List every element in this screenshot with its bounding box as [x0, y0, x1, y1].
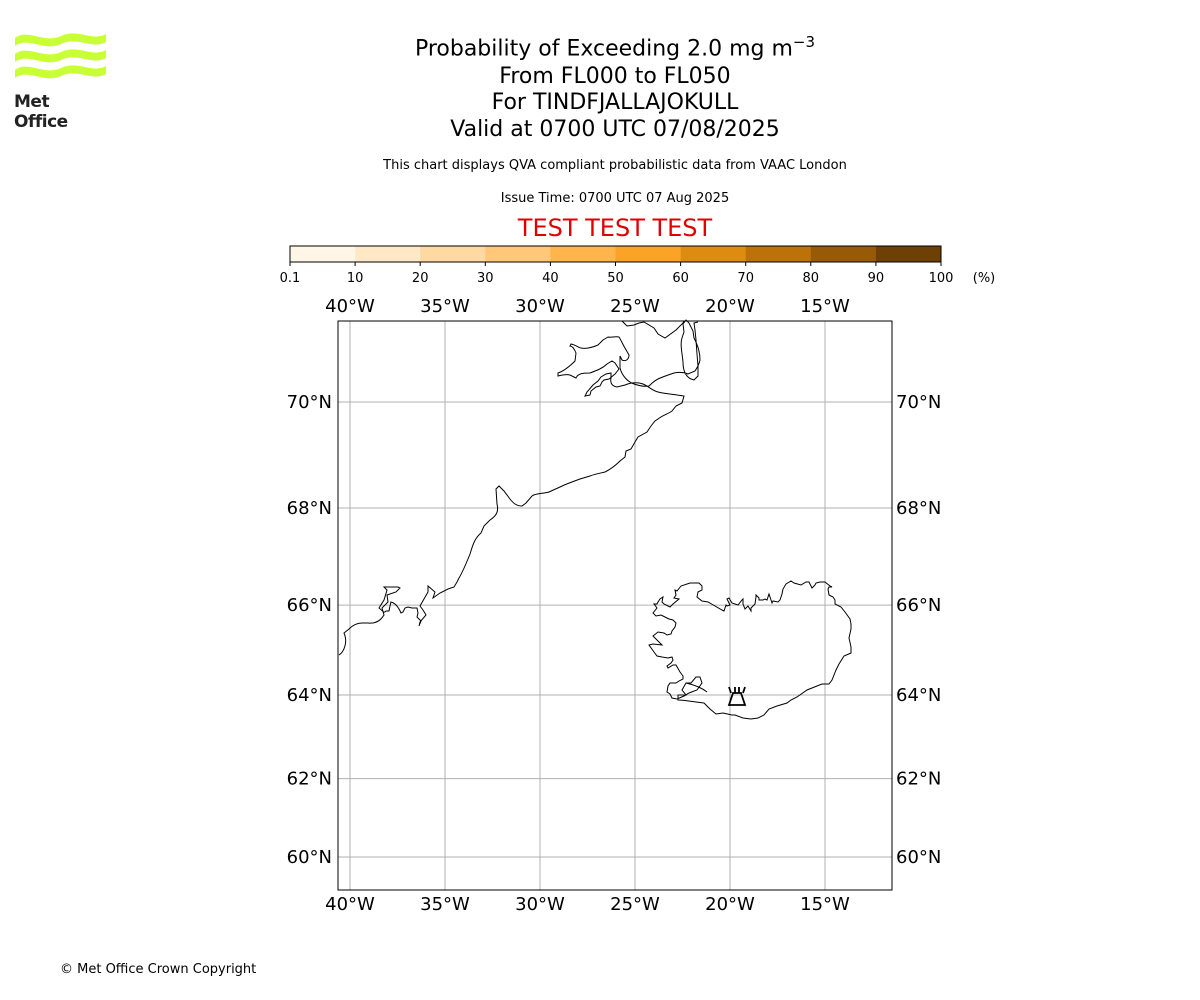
colorbar-tick-label: 10	[347, 271, 364, 286]
issue-time: Issue Time: 0700 UTC 07 Aug 2025	[500, 191, 730, 206]
colorbar-swatch	[420, 246, 486, 262]
lon-label-top: 30°W	[515, 296, 565, 317]
valid-time: Valid at 0700 UTC 07/08/2025	[450, 117, 780, 142]
lat-label-left: 62°N	[287, 769, 332, 790]
colorbar-boxes	[290, 246, 942, 262]
lat-label-right: 62°N	[896, 769, 941, 790]
lat-label-left: 60°N	[287, 847, 332, 868]
test-banner: TEST TEST TEST	[517, 214, 713, 242]
colorbar-tick-label: 50	[607, 271, 624, 286]
lat-label-left: 64°N	[287, 685, 332, 706]
lon-label-bottom: 30°W	[515, 894, 565, 915]
map: 40°W 40°W 35°W 35°W 30°W 30°W 25°W 25°W 20°W 20°W…	[287, 296, 942, 915]
lon-label-top: 25°W	[610, 296, 660, 317]
colorbar-swatch	[875, 246, 942, 262]
greenland-coastline	[338, 319, 701, 656]
colorbar-swatch	[810, 246, 877, 262]
iceland-west-fjord	[685, 682, 708, 693]
colorbar-ticks: 0.1 10 20 30 40 50 60 70 80 90 100	[280, 262, 954, 286]
lon-label-top: 35°W	[420, 296, 470, 317]
colorbar-swatch	[485, 246, 551, 262]
colorbar-tick-label: 20	[412, 271, 429, 286]
lon-label-top: 20°W	[705, 296, 755, 317]
colorbar-tick-label: 0.1	[280, 271, 301, 286]
chart-description: This chart displays QVA compliant probab…	[383, 158, 847, 173]
met-office-logo: Met Office	[14, 30, 108, 132]
copyright-text: © Met Office Crown Copyright	[60, 962, 257, 977]
volcano-name: For TINDFJALLAJOKULL	[491, 90, 739, 115]
logo-text: Met Office	[14, 92, 68, 132]
graticule	[338, 321, 892, 890]
title-superscript: −3	[792, 33, 816, 51]
colorbar-tick-label: 80	[803, 271, 820, 286]
iceland-coastline	[648, 580, 852, 720]
lon-label-bottom: 20°W	[705, 894, 755, 915]
volcano-icon	[727, 686, 747, 706]
lat-label-left: 66°N	[287, 595, 332, 616]
lon-label-top: 15°W	[800, 296, 850, 317]
greenland-north-coast	[621, 320, 685, 339]
lon-label-bottom: 35°W	[420, 894, 470, 915]
lon-label-top: 40°W	[325, 296, 375, 317]
colorbar-tick-label: 100	[929, 271, 954, 286]
lat-label-left: 70°N	[287, 392, 332, 413]
level-range: From FL000 to FL050	[499, 64, 731, 89]
colorbar: 0.1 10 20 30 40 50 60 70 80 90 100 (%)	[280, 245, 996, 286]
axis-labels: 40°W 40°W 35°W 35°W 30°W 30°W 25°W 25°W 20°W 20°W…	[287, 296, 942, 915]
volcano-marker	[727, 686, 747, 706]
met-office-waves-icon	[15, 33, 106, 79]
colorbar-swatch	[355, 246, 421, 262]
colorbar-tick-label: 60	[672, 271, 689, 286]
colorbar-tick-label: 90	[868, 271, 885, 286]
colorbar-tick-label: 70	[737, 271, 754, 286]
lon-label-bottom: 40°W	[325, 894, 375, 915]
lon-label-bottom: 15°W	[800, 894, 850, 915]
map-frame	[337, 320, 893, 891]
colorbar-tick-label: 40	[542, 271, 559, 286]
lat-label-right: 70°N	[896, 392, 941, 413]
colorbar-tick-label: 30	[477, 271, 494, 286]
colorbar-swatch	[550, 246, 616, 262]
lat-label-right: 64°N	[896, 685, 941, 706]
lat-label-right: 60°N	[896, 847, 941, 868]
lat-label-right: 66°N	[896, 595, 941, 616]
coastlines	[338, 319, 852, 720]
title-text: Probability of Exceeding 2.0 mg m	[414, 36, 793, 62]
colorbar-swatch	[680, 246, 747, 262]
lat-label-right: 68°N	[896, 498, 941, 519]
lon-label-bottom: 25°W	[610, 894, 660, 915]
colorbar-swatch	[745, 246, 812, 262]
chart-title: Probability of Exceeding 2.0 mg m−3	[0, 29, 1200, 62]
colorbar-swatch	[615, 246, 682, 262]
colorbar-unit: (%)	[973, 271, 996, 286]
lat-label-left: 68°N	[287, 498, 332, 519]
colorbar-swatch	[290, 246, 356, 262]
